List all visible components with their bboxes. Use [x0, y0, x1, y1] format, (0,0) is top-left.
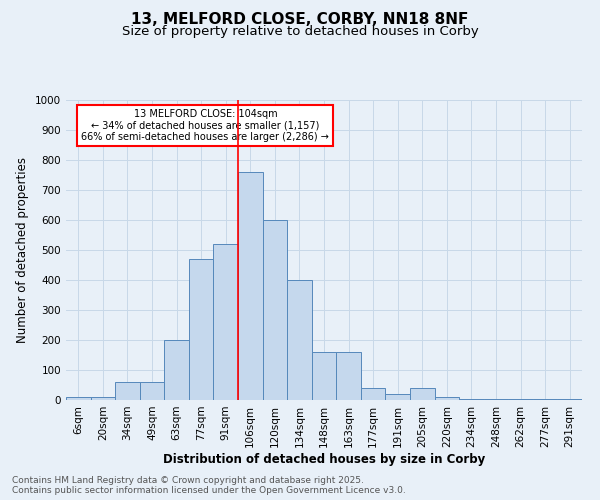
Text: Contains HM Land Registry data © Crown copyright and database right 2025.
Contai: Contains HM Land Registry data © Crown c…	[12, 476, 406, 495]
Bar	[533, 398, 557, 400]
Bar	[238, 172, 263, 400]
Bar	[66, 397, 91, 400]
Bar	[140, 382, 164, 400]
Bar	[214, 244, 238, 400]
Bar	[287, 280, 312, 400]
Bar	[189, 259, 214, 400]
Bar	[557, 398, 582, 400]
Bar	[336, 352, 361, 400]
Bar	[459, 398, 484, 400]
Bar	[361, 388, 385, 400]
Text: 13, MELFORD CLOSE, CORBY, NN18 8NF: 13, MELFORD CLOSE, CORBY, NN18 8NF	[131, 12, 469, 28]
Bar	[164, 340, 189, 400]
Bar	[263, 220, 287, 400]
Bar	[410, 388, 434, 400]
Bar	[312, 352, 336, 400]
Bar	[508, 398, 533, 400]
X-axis label: Distribution of detached houses by size in Corby: Distribution of detached houses by size …	[163, 452, 485, 466]
Bar	[434, 397, 459, 400]
Bar	[484, 398, 508, 400]
Bar	[91, 397, 115, 400]
Text: Size of property relative to detached houses in Corby: Size of property relative to detached ho…	[122, 25, 478, 38]
Bar	[385, 394, 410, 400]
Bar	[115, 382, 140, 400]
Text: 13 MELFORD CLOSE: 104sqm
← 34% of detached houses are smaller (1,157)
66% of sem: 13 MELFORD CLOSE: 104sqm ← 34% of detach…	[82, 109, 329, 142]
Y-axis label: Number of detached properties: Number of detached properties	[16, 157, 29, 343]
